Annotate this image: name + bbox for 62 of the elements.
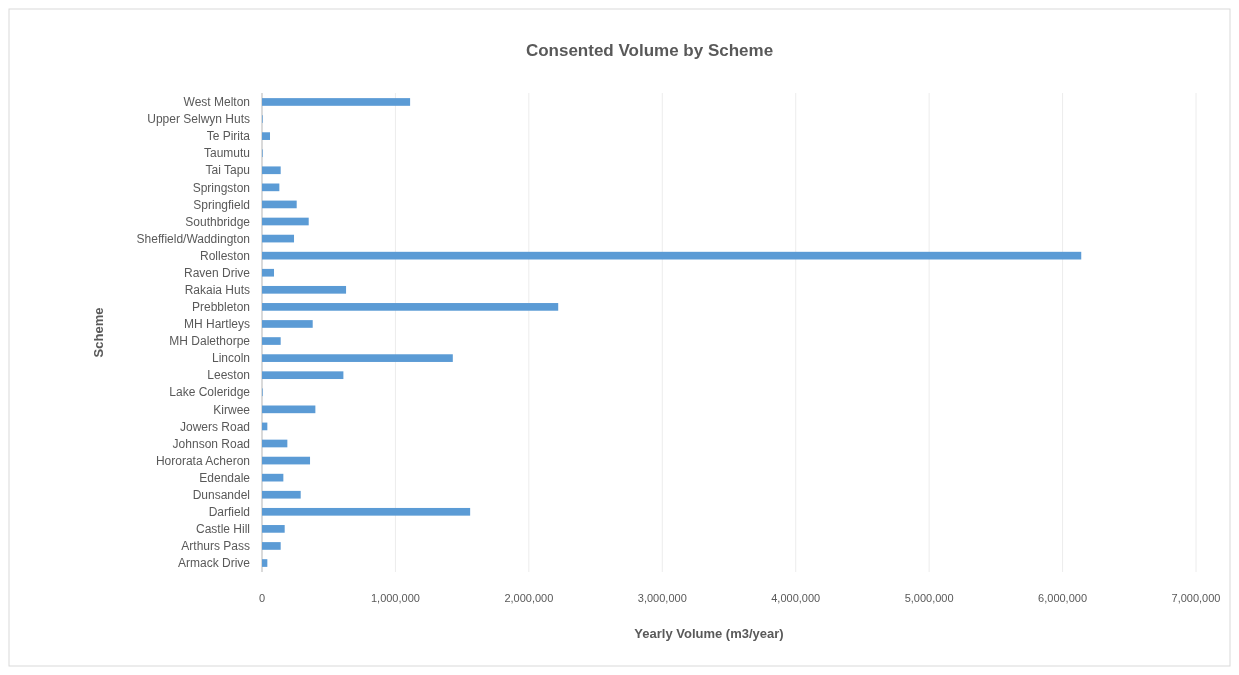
bar: [262, 268, 275, 277]
x-tick-label: 6,000,000: [1038, 592, 1088, 604]
y-tick-label: Jowers Road: [179, 419, 250, 434]
x-tick-label: 1,000,000: [370, 592, 420, 604]
bar: [262, 542, 281, 550]
bar: [262, 473, 284, 482]
bar: [262, 525, 285, 533]
bar: [262, 371, 344, 380]
y-tick-label: Lake Coleridge: [169, 385, 251, 400]
y-tick-label: Edendale: [199, 470, 251, 485]
y-tick-label: Castle Hill: [195, 522, 250, 537]
x-tick-label: 4,000,000: [771, 592, 821, 604]
y-tick-label: Raven Drive: [183, 265, 251, 280]
y-tick-label: Darfield: [208, 505, 250, 519]
y-tick-label: Kirwee: [213, 402, 251, 417]
y-tick-label: Springfield: [193, 197, 250, 212]
y-tick-label: MH Hartleys: [183, 317, 250, 332]
x-tick-label: 0: [258, 592, 266, 604]
y-tick-label: Hororata Acheron: [155, 453, 250, 468]
bar: [262, 320, 313, 328]
bar: [262, 217, 309, 226]
y-tick-label: Prebbleton: [191, 300, 250, 315]
y-tick-label: Rolleston: [199, 248, 250, 263]
y-tick-label: Arthurs Pass: [181, 539, 250, 554]
bar: [262, 439, 288, 448]
bar: [262, 490, 301, 499]
y-tick-label: Te Pirita: [206, 129, 251, 144]
y-tick-label: Rakaia Huts: [184, 283, 250, 298]
y-tick-label: Armack Drive: [177, 556, 251, 571]
y-tick-label: Tai Tapu: [205, 163, 250, 178]
bar: [262, 456, 311, 465]
bar: [262, 234, 295, 243]
y-tick-label: Springston: [192, 180, 250, 195]
bar: [262, 507, 471, 516]
y-tick-label: Upper Selwyn Huts: [147, 112, 250, 127]
x-tick-label: 3,000,000: [637, 592, 687, 604]
bar: [262, 354, 453, 362]
x-tick-label: 7,000,000: [1171, 592, 1221, 604]
y-tick-label: Sheffield/Waddington: [136, 231, 250, 246]
y-tick-label: Johnson Road: [172, 436, 250, 451]
y-tick-label: Lincoln: [211, 351, 250, 366]
bar: [262, 405, 316, 414]
x-tick-label: 2,000,000: [504, 592, 554, 604]
y-tick-label: Southbridge: [185, 214, 251, 229]
bar: [262, 98, 411, 106]
chart-title: Consented Volume by Scheme: [525, 41, 774, 60]
x-axis-title: Yearly Volume (m3/year): [634, 626, 784, 641]
bar: [262, 337, 281, 345]
y-tick-label: West Melton: [183, 95, 250, 110]
bar: [262, 132, 271, 140]
x-tick-label: 5,000,000: [904, 592, 954, 604]
y-axis-title: Scheme: [91, 307, 106, 358]
bar: [262, 251, 1082, 260]
y-tick-label: Leeston: [207, 368, 250, 383]
y-tick-label: MH Dalethorpe: [169, 334, 251, 349]
y-tick-label: Dunsandel: [192, 487, 250, 502]
y-tick-label: Taumutu: [203, 146, 250, 161]
bar: [262, 303, 559, 311]
bar: [262, 166, 281, 175]
bar: [262, 285, 347, 294]
bar: [262, 559, 268, 567]
bar: [262, 200, 297, 209]
